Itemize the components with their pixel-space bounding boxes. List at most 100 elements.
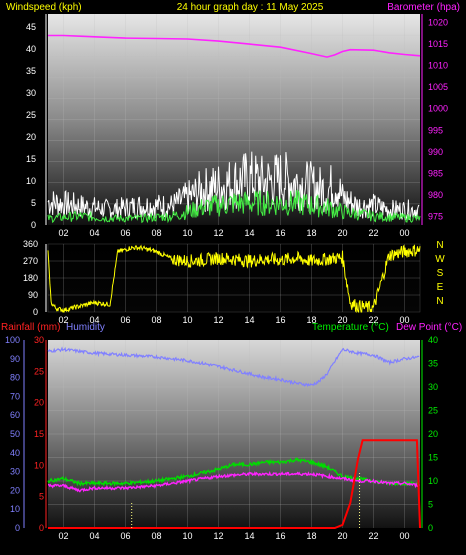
temp-x-tick: 14: [244, 531, 254, 541]
rainfall-y-tick: 15: [34, 429, 44, 439]
humidity-y-tick: 100: [5, 335, 20, 345]
temperature-y-tick: 30: [428, 382, 438, 392]
wind-pressure-series: [47, 34, 421, 224]
temperature-y-tick: 40: [428, 335, 438, 345]
wind-x-tick: 14: [244, 228, 254, 238]
wind-x-tick: 06: [120, 228, 130, 238]
barometer-y-tick: 1000: [428, 104, 448, 114]
temperature-label: Temperature (°C): [312, 322, 389, 333]
humidity-y-tick: 0: [15, 523, 20, 533]
direction-y-tick: 0: [33, 307, 38, 317]
temp-x-tick: 02: [58, 531, 68, 541]
compass-letter: S: [437, 268, 444, 279]
wind-x-tick: 10: [182, 228, 192, 238]
direction-x-tick: 06: [120, 315, 130, 325]
wind-pressure-ticks: 0510152025303540459759809859909951000100…: [26, 14, 448, 238]
rainfall-y-tick: 25: [34, 366, 44, 376]
wind-y-tick: 25: [26, 110, 36, 120]
wind-y-tick: 45: [26, 22, 36, 32]
barometer-y-tick: 980: [428, 190, 443, 200]
direction-x-tick: 14: [244, 315, 254, 325]
wind-direction-series: [47, 244, 421, 314]
direction-y-tick: 90: [28, 290, 38, 300]
direction-y-tick: 180: [23, 273, 38, 283]
temperature-line: [47, 457, 420, 487]
wind-x-tick: 20: [337, 228, 347, 238]
direction-x-tick: 00: [399, 315, 409, 325]
compass-letter: N: [436, 296, 443, 307]
direction-x-tick: 08: [151, 315, 161, 325]
barometer-y-tick: 1015: [428, 39, 448, 49]
wind-direction-line: [47, 244, 421, 314]
humidity-y-tick: 60: [10, 410, 20, 420]
direction-y-tick: 360: [23, 239, 38, 249]
direction-x-tick: 02: [58, 315, 68, 325]
rainfall-label: Rainfall (mm): [1, 322, 60, 333]
dewpoint-label: Dew Point (°C): [396, 322, 462, 333]
wind-x-tick: 04: [89, 228, 99, 238]
temp-x-tick: 20: [337, 531, 347, 541]
direction-x-tick: 22: [368, 315, 378, 325]
rainfall-line: [48, 439, 421, 529]
wind-pressure-grid: [48, 14, 420, 225]
temp-x-tick: 18: [306, 531, 316, 541]
temperature-y-tick: 15: [428, 453, 438, 463]
rainfall-y-tick: 0: [39, 523, 44, 533]
temperature-y-tick: 10: [428, 476, 438, 486]
compass-letter: W: [435, 254, 445, 265]
compass-letter: E: [437, 282, 444, 293]
barometer-label: Barometer (hpa): [387, 2, 460, 13]
direction-x-tick: 16: [275, 315, 285, 325]
humidity-label: Humidity: [66, 322, 105, 333]
wind-y-tick: 10: [26, 176, 36, 186]
direction-x-tick: 10: [182, 315, 192, 325]
temp-x-tick: 22: [368, 531, 378, 541]
temp-humidity-ticks: 0102030405060708090100051015202530051015…: [5, 335, 438, 541]
wind-y-tick: 5: [31, 198, 36, 208]
barometer-y-tick: 1020: [428, 18, 448, 28]
temp-x-tick: 04: [89, 531, 99, 541]
barometer-y-tick: 985: [428, 168, 443, 178]
wind-x-tick: 18: [306, 228, 316, 238]
wind-y-tick: 30: [26, 88, 36, 98]
temp-x-tick: 16: [275, 531, 285, 541]
barometer-y-tick: 975: [428, 211, 443, 221]
humidity-y-tick: 20: [10, 485, 20, 495]
humidity-y-tick: 30: [10, 467, 20, 477]
wind-x-tick: 22: [368, 228, 378, 238]
direction-x-tick: 20: [337, 315, 347, 325]
wind-x-tick: 00: [399, 228, 409, 238]
temp-x-tick: 06: [120, 531, 130, 541]
wind-x-tick: 16: [275, 228, 285, 238]
temp-x-tick: 08: [151, 531, 161, 541]
wind-y-tick: 15: [26, 154, 36, 164]
barometer-y-tick: 995: [428, 125, 443, 135]
wind-x-tick: 08: [151, 228, 161, 238]
rainfall-y-tick: 5: [39, 492, 44, 502]
temperature-y-tick: 25: [428, 406, 438, 416]
direction-y-tick: 270: [23, 256, 38, 266]
wind-average-line: [47, 189, 421, 224]
compass-letter: N: [436, 240, 443, 251]
windspeed-label: Windspeed (kph): [6, 2, 82, 13]
humidity-y-tick: 90: [10, 354, 20, 364]
humidity-y-tick: 80: [10, 373, 20, 383]
wind-y-tick: 20: [26, 132, 36, 142]
humidity-line: [47, 346, 420, 388]
wind-y-tick: 35: [26, 66, 36, 76]
humidity-y-tick: 50: [10, 429, 20, 439]
temp-x-tick: 12: [213, 531, 223, 541]
barometer-y-tick: 1010: [428, 61, 448, 71]
humidity-y-tick: 40: [10, 448, 20, 458]
wind-x-tick: 12: [213, 228, 223, 238]
temperature-y-tick: 0: [428, 523, 433, 533]
temperature-y-tick: 5: [428, 500, 433, 510]
temp-x-tick: 00: [399, 531, 409, 541]
rainfall-y-tick: 30: [34, 335, 44, 345]
barometer-line: [48, 34, 421, 58]
rainfall-y-tick: 10: [34, 460, 44, 470]
rainfall-y-tick: 20: [34, 398, 44, 408]
barometer-y-tick: 990: [428, 147, 443, 157]
